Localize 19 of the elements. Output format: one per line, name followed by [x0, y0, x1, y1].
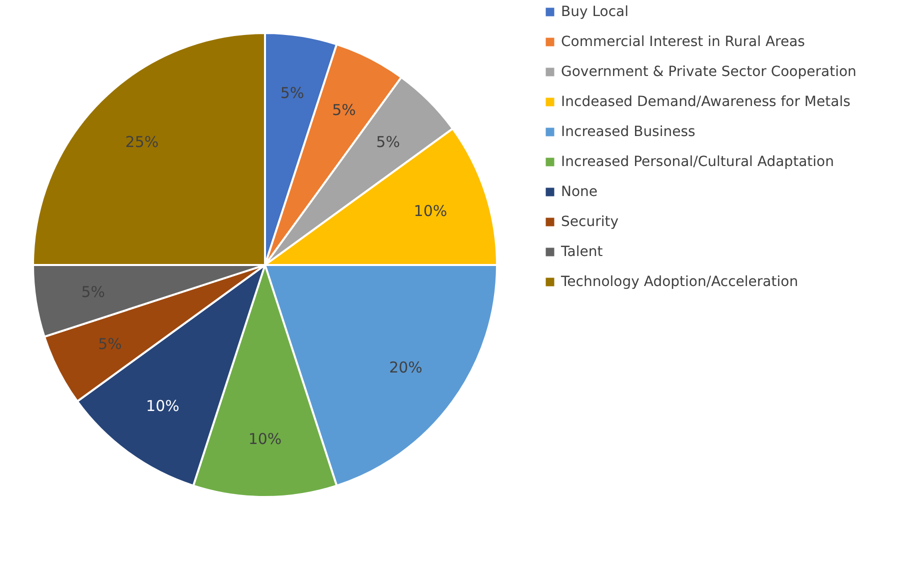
data-label: 20% — [389, 358, 422, 376]
legend-label: Increased Business — [561, 124, 696, 140]
legend-label: Buy Local — [561, 4, 628, 20]
data-label: 10% — [146, 396, 180, 415]
legend-label: Security — [561, 214, 618, 230]
data-label: 5% — [332, 100, 356, 119]
data-label: 10% — [414, 202, 448, 220]
legend-label: Technology Adoption/Acceleration — [560, 274, 798, 290]
legend-label: Commercial Interest in Rural Areas — [561, 34, 805, 50]
data-label: 5% — [280, 84, 304, 102]
legend-label: Talent — [560, 244, 604, 260]
data-label: 5% — [376, 132, 400, 151]
data-label: 5% — [98, 334, 122, 353]
legend-label: None — [561, 184, 598, 200]
legend-label: Increased Personal/Cultural Adaptation — [561, 154, 834, 170]
legend-label: Government & Private Sector Cooperation — [561, 64, 856, 80]
data-label: 10% — [248, 430, 282, 448]
data-label: 25% — [125, 132, 159, 151]
legend-label: Incdeased Demand/Awareness for Metals — [561, 94, 850, 110]
